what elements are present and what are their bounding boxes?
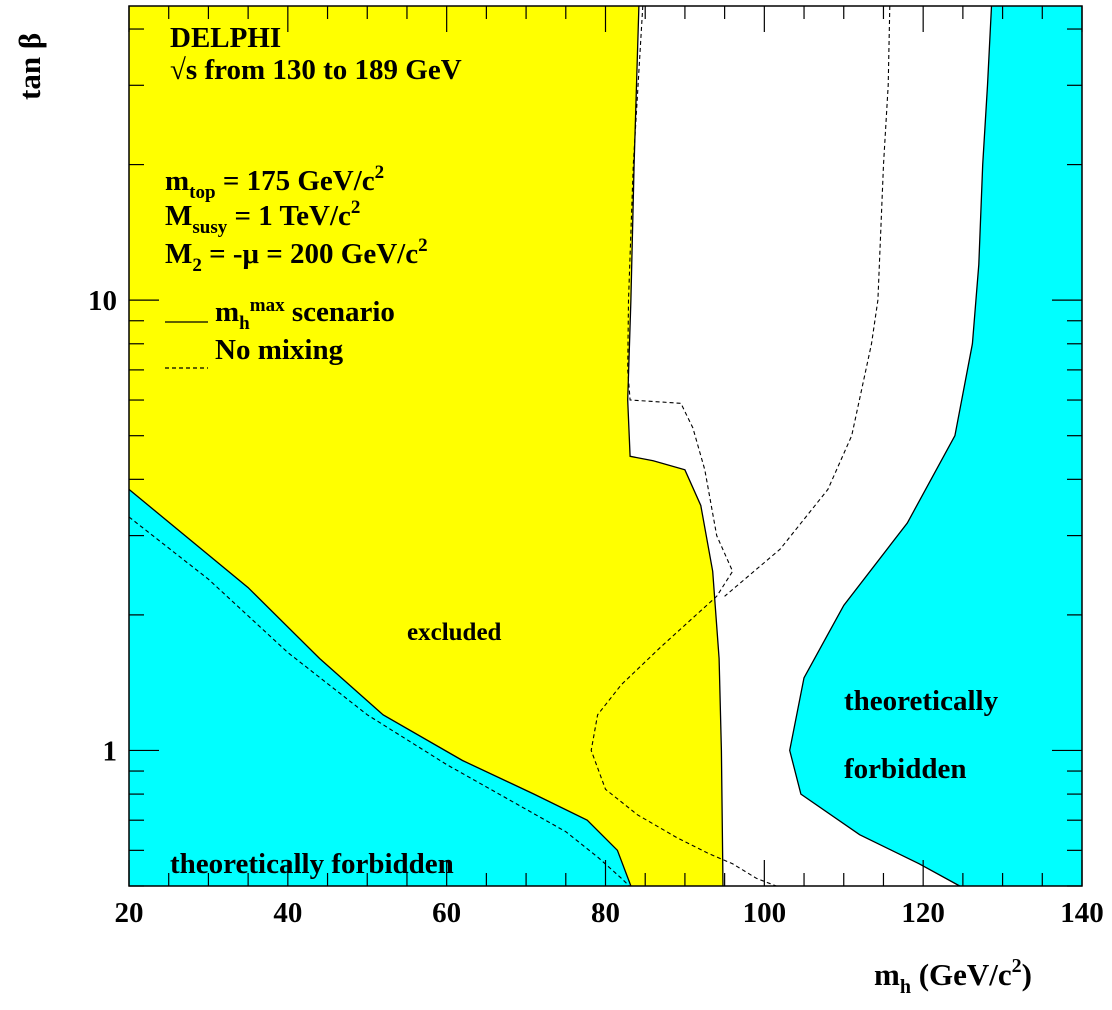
plot-regions (129, 6, 1082, 886)
param-msusy: Msusy = 1 TeV/c2 (165, 197, 360, 238)
x-tick-label: 80 (591, 897, 620, 929)
mhmax-curve-2 (627, 5, 724, 887)
no-mixing-curve-2 (590, 5, 777, 887)
y-tick-label: 1 (103, 735, 118, 767)
x-tick-label: 60 (432, 897, 461, 929)
legend-mhmax: mhmax scenario (215, 295, 395, 334)
forbidden-right-label-line2: forbidden (844, 753, 966, 785)
forbidden-right-label-line1: theoretically (844, 685, 999, 717)
param-mtop: mtop = 175 GeV/c2 (165, 162, 384, 203)
x-tick-label: 20 (115, 897, 144, 929)
mhmax-curve-3 (789, 5, 993, 887)
y-tick-label: 10 (88, 285, 117, 317)
x-tick-label: 100 (743, 897, 787, 929)
x-tick-label: 40 (273, 897, 302, 929)
x-axis-title: mh (GeV/c2) (874, 955, 1032, 998)
region-forbidden-right (789, 6, 1082, 886)
x-tick-label: 140 (1060, 897, 1104, 929)
region-excluded (129, 6, 723, 886)
y-axis-ticks: 1 10 (88, 28, 1082, 887)
experiment-label: DELPHI (170, 22, 281, 54)
y-axis-title: tan β (12, 33, 47, 100)
energy-label: √s from 130 to 189 GeV (170, 54, 462, 86)
param-m2: M2 = -μ = 200 GeV/c2 (165, 235, 428, 276)
forbidden-left-label: theoretically forbidden (170, 848, 454, 880)
plot-lines (128, 5, 993, 887)
region-forbidden-left (129, 489, 631, 886)
mhmax-curve-1 (128, 488, 632, 887)
x-axis-ticks: 20 40 60 80 100 120 140 (115, 6, 1104, 929)
no-mixing-curve-3 (724, 5, 891, 597)
legend-no-mixing: No mixing (215, 334, 344, 366)
no-mixing-curve-1 (128, 516, 630, 887)
x-tick-label: 120 (901, 897, 945, 929)
excluded-label: excluded (407, 619, 502, 646)
